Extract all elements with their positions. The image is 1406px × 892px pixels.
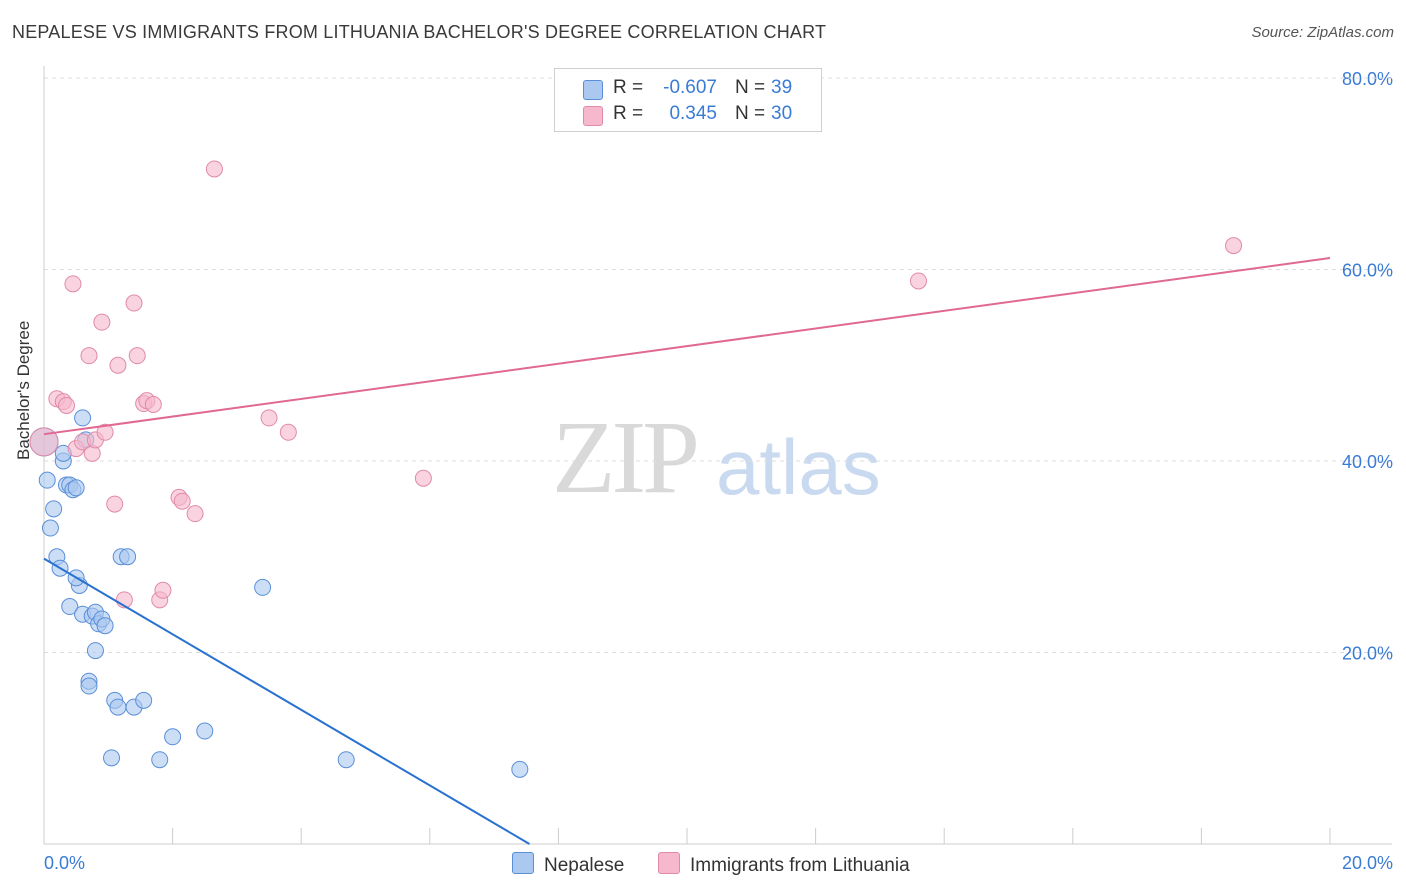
data-point-lithuania: [93, 313, 111, 331]
data-point-nepalese: [109, 698, 127, 716]
watermark-zip: ZIP: [552, 400, 700, 515]
legend-swatch-pink: [583, 106, 603, 126]
bottom-legend-swatch-blue: [512, 852, 534, 874]
data-point-nepalese: [164, 728, 182, 746]
data-point-nepalese: [61, 598, 79, 616]
data-point-nepalese: [67, 479, 85, 497]
x-tick-label: 20.0%: [1342, 853, 1393, 873]
watermark-atlas: atlas: [716, 423, 881, 511]
data-point-nepalese: [135, 691, 153, 709]
x-tick-label: 0.0%: [44, 853, 85, 873]
bottom-legend-label-nepalese: Nepalese: [544, 855, 625, 876]
legend-n-label: N =: [735, 103, 766, 124]
data-point-lithuania: [909, 272, 927, 290]
data-point-lithuania: [186, 505, 204, 523]
data-point-nepalese: [80, 677, 98, 695]
data-point-lithuania: [144, 396, 162, 414]
source-label: Source: ZipAtlas.com: [1251, 24, 1394, 41]
y-tick-label: 80.0%: [1342, 69, 1393, 89]
legend-n-value: 30: [771, 103, 793, 124]
data-point-nepalese: [151, 751, 169, 769]
data-point-nepalese: [74, 409, 92, 427]
bottom-legend-label-lithuania: Immigrants from Lithuania: [690, 855, 910, 876]
legend-n-value: 39: [771, 77, 793, 98]
data-point-nepalese: [119, 548, 137, 566]
legend-n-label: N =: [735, 77, 766, 98]
data-point-nepalese: [38, 471, 56, 489]
data-point-lithuania: [205, 160, 223, 178]
data-point-nepalese: [45, 500, 63, 518]
data-point-nepalese: [86, 642, 104, 660]
data-point-lithuania: [64, 275, 82, 293]
data-point-lithuania: [154, 581, 172, 599]
y-tick-label: 40.0%: [1342, 452, 1393, 472]
data-point-lithuania: [125, 294, 143, 312]
data-point-nepalese: [41, 519, 59, 537]
y-axis-label: Bachelor's Degree: [14, 320, 33, 460]
y-tick-label: 20.0%: [1342, 644, 1393, 664]
data-point-lithuania: [173, 492, 191, 510]
bottom-legend-nepalese: Nepalese: [512, 852, 624, 877]
data-point-nepalese: [103, 749, 121, 767]
data-point-lithuania: [109, 356, 127, 374]
y-tick-label: 60.0%: [1342, 261, 1393, 281]
data-point-lithuania: [80, 347, 98, 365]
chart-title: NEPALESE VS IMMIGRANTS FROM LITHUANIA BA…: [12, 22, 827, 42]
data-point-lithuania: [128, 347, 146, 365]
bottom-legend-swatch-pink: [658, 852, 680, 874]
bottom-legend-lithuania: Immigrants from Lithuania: [658, 852, 910, 877]
legend-r-value: -0.607: [663, 77, 717, 98]
data-point-nepalese: [196, 722, 214, 740]
data-point-nepalese: [511, 760, 529, 778]
data-point-nepalese: [96, 617, 114, 635]
data-point-lithuania: [106, 495, 124, 513]
legend-swatch-blue: [583, 80, 603, 100]
data-point-lithuania: [29, 427, 59, 457]
data-point-lithuania: [260, 409, 278, 427]
data-point-lithuania: [58, 396, 76, 414]
data-point-nepalese: [254, 578, 272, 596]
correlation-legend: R = -0.607 N = 39 R = 0.345 N = 30: [554, 68, 822, 132]
legend-r-label: R =: [613, 77, 644, 98]
legend-r-value: 0.345: [669, 103, 717, 124]
data-point-lithuania: [279, 423, 297, 441]
trend-line-lithuania: [43, 257, 1331, 436]
legend-r-label: R =: [613, 103, 644, 124]
trend-line-nepalese: [43, 557, 530, 845]
data-point-lithuania: [96, 423, 114, 441]
data-point-nepalese: [337, 751, 355, 769]
data-point-lithuania: [414, 469, 432, 487]
data-point-lithuania: [1225, 237, 1243, 255]
